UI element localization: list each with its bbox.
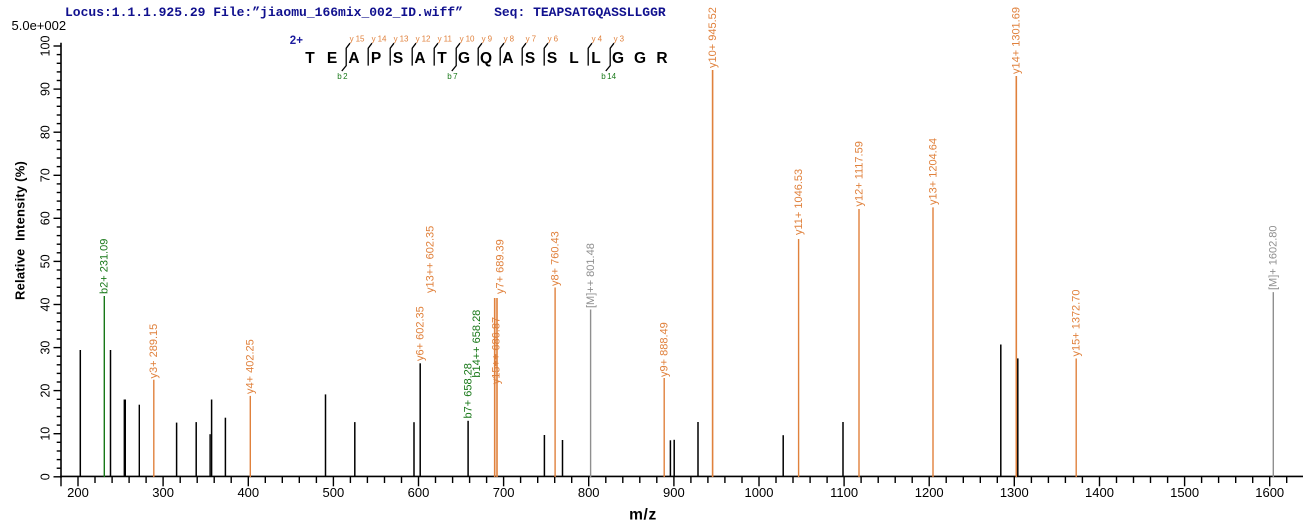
svg-text:y9+ 888.49: y9+ 888.49 bbox=[659, 322, 671, 377]
svg-text:y15++ 686.87: y15++ 686.87 bbox=[490, 317, 502, 384]
svg-text:300: 300 bbox=[152, 485, 174, 500]
svg-text:y8: y8 bbox=[504, 35, 515, 44]
svg-text:30: 30 bbox=[38, 341, 52, 355]
svg-text:P: P bbox=[371, 50, 381, 67]
svg-text:10: 10 bbox=[38, 427, 52, 441]
svg-text:y13: y 13 bbox=[394, 35, 409, 44]
svg-text:b2+ 231.09: b2+ 231.09 bbox=[99, 239, 111, 294]
svg-text:Q: Q bbox=[480, 50, 492, 67]
svg-text:y6: y6 bbox=[548, 35, 559, 44]
svg-text:900: 900 bbox=[663, 485, 685, 500]
svg-text:y14+ 1301.69: y14+ 1301.69 bbox=[1011, 7, 1023, 74]
svg-text:700: 700 bbox=[493, 485, 515, 500]
svg-text:y15+ 1372.70: y15+ 1372.70 bbox=[1071, 290, 1083, 357]
svg-text:5.0e+002: 5.0e+002 bbox=[12, 18, 67, 33]
svg-text:1300: 1300 bbox=[1000, 485, 1029, 500]
svg-text:500: 500 bbox=[323, 485, 345, 500]
svg-text:y10+ 945.52: y10+ 945.52 bbox=[707, 7, 719, 68]
svg-text:y3: y3 bbox=[614, 35, 625, 44]
svg-text:y12+ 1117.59: y12+ 1117.59 bbox=[853, 141, 865, 206]
svg-text:y10: y 10 bbox=[460, 35, 475, 44]
svg-text:y3+ 289.15: y3+ 289.15 bbox=[148, 324, 160, 379]
svg-text:Locus:1.1.1.925.29 File:”jiaom: Locus:1.1.1.925.29 File:”jiaomu_166mix_0… bbox=[65, 5, 666, 20]
svg-text:y4+ 402.25: y4+ 402.25 bbox=[245, 339, 257, 394]
svg-text:T: T bbox=[305, 50, 315, 67]
svg-text:y6+ 602.35: y6+ 602.35 bbox=[415, 306, 427, 361]
svg-text:y9: y9 bbox=[482, 35, 493, 44]
svg-text:S: S bbox=[393, 50, 403, 67]
svg-text:y15: y 15 bbox=[350, 35, 365, 44]
svg-text:1600: 1600 bbox=[1255, 485, 1284, 500]
svg-text:y11: y 11 bbox=[438, 35, 453, 44]
svg-text:200: 200 bbox=[67, 485, 89, 500]
svg-text:[M]++ 801.48: [M]++ 801.48 bbox=[585, 243, 597, 308]
svg-text:90: 90 bbox=[38, 82, 52, 96]
svg-text:Relative Intensity (%): Relative Intensity (%) bbox=[13, 161, 28, 300]
svg-text:[M]+ 1602.80: [M]+ 1602.80 bbox=[1268, 225, 1280, 290]
svg-text:80: 80 bbox=[38, 125, 52, 139]
svg-text:2+: 2+ bbox=[290, 35, 303, 47]
svg-text:1100: 1100 bbox=[830, 485, 858, 500]
svg-text:A: A bbox=[348, 50, 359, 67]
svg-text:E: E bbox=[327, 50, 337, 67]
svg-text:G: G bbox=[634, 50, 646, 67]
svg-text:400: 400 bbox=[237, 485, 259, 500]
svg-text:b7: b7 bbox=[447, 72, 458, 81]
svg-text:b2: b2 bbox=[337, 72, 348, 81]
svg-text:T: T bbox=[437, 50, 447, 67]
svg-text:y7: y7 bbox=[526, 35, 537, 44]
svg-text:40: 40 bbox=[38, 298, 52, 312]
svg-text:1000: 1000 bbox=[745, 485, 774, 500]
svg-text:y14: y 14 bbox=[372, 35, 387, 44]
svg-text:60: 60 bbox=[38, 211, 52, 225]
svg-text:G: G bbox=[458, 50, 470, 67]
svg-text:20: 20 bbox=[38, 384, 52, 398]
svg-text:R: R bbox=[656, 50, 667, 67]
svg-text:y13+ 1204.64: y13+ 1204.64 bbox=[927, 138, 939, 205]
svg-text:y7+ 689.39: y7+ 689.39 bbox=[494, 239, 506, 294]
svg-text:1200: 1200 bbox=[915, 485, 944, 500]
svg-text:1500: 1500 bbox=[1170, 485, 1199, 500]
svg-text:0: 0 bbox=[38, 473, 52, 480]
svg-text:A: A bbox=[414, 50, 425, 67]
svg-text:G: G bbox=[612, 50, 624, 67]
svg-text:S: S bbox=[525, 50, 535, 67]
svg-text:100: 100 bbox=[38, 36, 52, 57]
svg-text:m/z: m/z bbox=[629, 507, 657, 524]
svg-text:b14: b 14 bbox=[601, 72, 616, 81]
svg-text:S: S bbox=[547, 50, 557, 67]
svg-text:y12: y 12 bbox=[416, 35, 431, 44]
svg-text:y13++ 602.35: y13++ 602.35 bbox=[425, 226, 437, 293]
svg-text:600: 600 bbox=[408, 485, 430, 500]
svg-text:b7+ 658.28: b7+ 658.28 bbox=[463, 363, 475, 418]
svg-text:A: A bbox=[502, 50, 513, 67]
svg-text:b14++ 658.28: b14++ 658.28 bbox=[471, 310, 483, 378]
svg-text:70: 70 bbox=[38, 168, 52, 182]
svg-text:800: 800 bbox=[578, 485, 600, 500]
svg-text:1400: 1400 bbox=[1085, 485, 1114, 500]
svg-text:L: L bbox=[591, 50, 600, 67]
svg-text:50: 50 bbox=[38, 254, 52, 268]
svg-text:y8+ 760.43: y8+ 760.43 bbox=[550, 231, 562, 286]
svg-text:L: L bbox=[569, 50, 578, 67]
svg-text:y11+ 1046.53: y11+ 1046.53 bbox=[793, 169, 805, 235]
svg-text:y4: y4 bbox=[592, 35, 603, 44]
